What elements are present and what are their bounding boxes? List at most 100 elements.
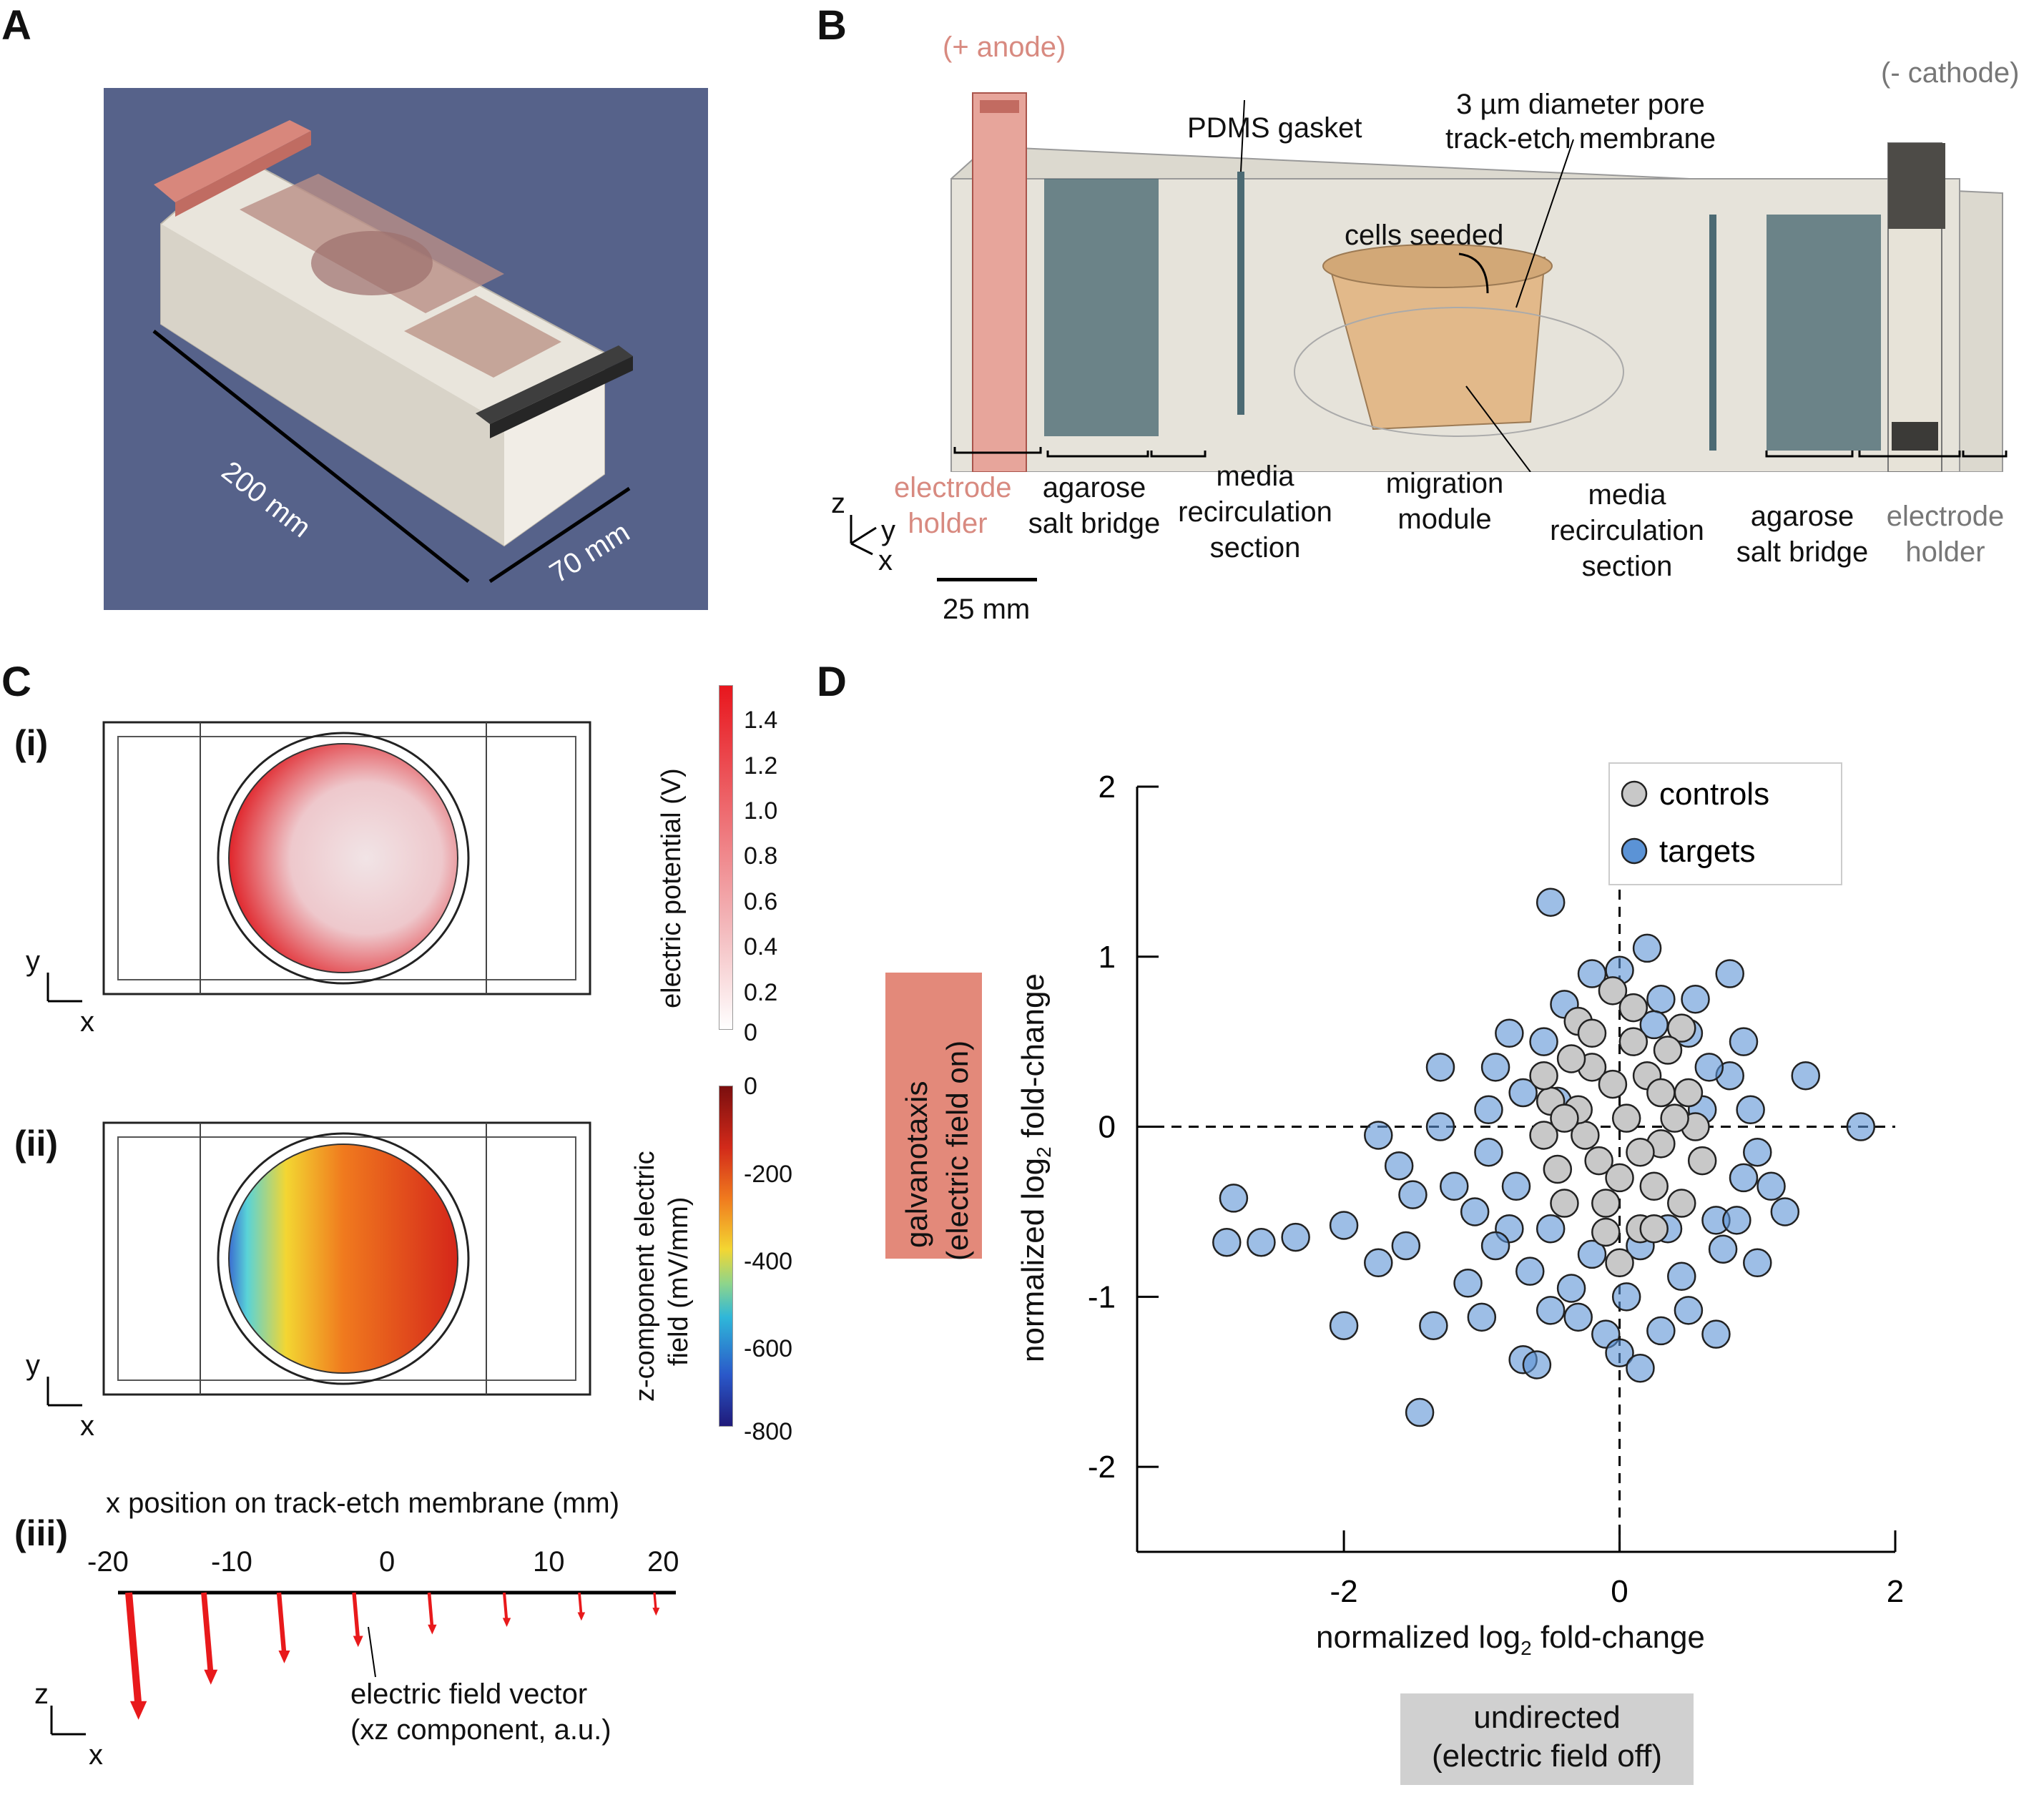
- b-axis-y: y: [881, 515, 895, 546]
- y-tick-label: 1: [1099, 940, 1116, 975]
- panel-d-letter: D: [817, 659, 847, 705]
- salt-bridge-right-l1: agarose: [1750, 501, 1854, 532]
- point-targets: [1398, 1180, 1428, 1209]
- point-targets: [1701, 1319, 1731, 1349]
- point-targets: [1522, 1350, 1552, 1379]
- point-targets: [1708, 1234, 1738, 1264]
- cbar1-tick-7: 0: [744, 1019, 757, 1046]
- point-controls: [1605, 1163, 1634, 1193]
- point-targets: [1515, 1256, 1545, 1286]
- point-controls: [1591, 1189, 1621, 1218]
- point-targets: [1681, 984, 1710, 1014]
- point-targets: [1694, 1053, 1724, 1082]
- point-targets: [1743, 1137, 1772, 1167]
- electrode-holder-left-l2: holder: [908, 508, 988, 539]
- point-targets: [1736, 1095, 1765, 1125]
- point-controls: [1611, 1103, 1641, 1133]
- point-targets: [1364, 1248, 1393, 1278]
- vector-label-line1: electric field vector: [350, 1678, 588, 1710]
- ylabel-box: [885, 973, 982, 1259]
- point-controls: [1529, 1061, 1558, 1091]
- field-vector-arrow: [502, 1592, 511, 1628]
- y-tick-label: -1: [1088, 1279, 1116, 1314]
- field-vector-arrow: [201, 1592, 218, 1685]
- potential-map: [102, 721, 591, 995]
- point-targets: [1419, 1311, 1448, 1341]
- cbar1-tick-6: 0.2: [744, 979, 778, 1006]
- cbar2-tick-0: 0: [744, 1073, 757, 1100]
- point-controls: [1618, 1027, 1649, 1056]
- point-targets: [1391, 1231, 1421, 1261]
- point-targets: [1467, 1302, 1497, 1332]
- point-targets: [1846, 1112, 1876, 1141]
- axes-icon-c-i: [46, 973, 82, 1003]
- c-iii-tick-3: 10: [533, 1546, 565, 1578]
- point-targets: [1329, 1211, 1359, 1240]
- point-controls: [1598, 976, 1628, 1005]
- point-targets: [1536, 887, 1566, 917]
- b-axis-x: x: [878, 545, 893, 576]
- ylabel-box-line2: (electric field on): [940, 1040, 974, 1261]
- cbar2-tick-2: -400: [744, 1248, 793, 1275]
- point-controls: [1556, 1044, 1586, 1073]
- point-targets: [1563, 1302, 1593, 1332]
- d-xlabel-main: normalized log: [1316, 1620, 1521, 1655]
- point-targets: [1529, 1027, 1558, 1056]
- point-targets: [1611, 1282, 1641, 1312]
- field-vector-arrow: [352, 1592, 363, 1648]
- point-targets: [1480, 1053, 1510, 1082]
- media-right-l1: media: [1588, 479, 1666, 511]
- axes-icon-b: [850, 515, 877, 556]
- y-tick-label: 2: [1099, 769, 1116, 805]
- cbar1-tick-1: 1.2: [744, 752, 778, 779]
- b-axis-z: z: [831, 488, 845, 519]
- point-targets: [1577, 1239, 1607, 1269]
- media-right-l3: section: [1581, 551, 1673, 582]
- media-right-l2: recirculation: [1550, 515, 1704, 546]
- legend-marker-controls: [1621, 780, 1648, 807]
- legend-label-controls: controls: [1659, 777, 1769, 812]
- c-ii-axis-y: y: [26, 1349, 40, 1381]
- point-targets: [1384, 1151, 1414, 1181]
- salt-bridge-left-l1: agarose: [1042, 472, 1146, 503]
- point-controls: [1618, 993, 1649, 1023]
- x-tick-label: -2: [1330, 1574, 1358, 1609]
- panel-a-letter: A: [1, 2, 31, 49]
- field-vector-arrow: [276, 1592, 290, 1663]
- cbar1-tick-4: 0.6: [744, 888, 778, 915]
- point-targets: [1425, 1112, 1455, 1141]
- point-targets: [1281, 1222, 1310, 1252]
- panel-c-letter: C: [1, 659, 31, 705]
- field-vector-arrow: [427, 1592, 437, 1635]
- potential-colorbar: [719, 685, 733, 1030]
- point-targets: [1247, 1227, 1276, 1257]
- point-targets: [1729, 1163, 1759, 1193]
- c-iii-tick-2: 0: [379, 1546, 395, 1578]
- cbar1-tick-0: 1.4: [744, 707, 778, 734]
- membrane-label-line1: 3 µm diameter pore: [1456, 89, 1705, 120]
- c-iii-tick-1: -10: [211, 1546, 252, 1578]
- point-targets: [1501, 1171, 1531, 1201]
- electrode-holder-right-l2: holder: [1905, 536, 1985, 568]
- field-vector-arrow: [577, 1592, 586, 1621]
- media-left-l2: recirculation: [1178, 496, 1332, 528]
- media-left-l1: media: [1216, 461, 1294, 492]
- device-cross-section-diagram: [950, 92, 2008, 472]
- c-iii-axis-x: x: [89, 1739, 103, 1771]
- point-targets: [1536, 1296, 1566, 1325]
- point-targets: [1646, 984, 1676, 1014]
- c-i-label: (i): [14, 723, 49, 763]
- x-tick-label: 0: [1611, 1574, 1628, 1609]
- point-targets: [1536, 1214, 1566, 1244]
- point-targets: [1743, 1248, 1772, 1278]
- c-iii-tick-0: -20: [87, 1546, 129, 1578]
- cbar2-tick-4: -800: [744, 1418, 793, 1445]
- migration-module-l2: module: [1397, 503, 1492, 535]
- scatter-plot: 2 1 0 -1 -2 -2 0 2 controls targets: [1088, 762, 1904, 1609]
- point-controls: [1626, 1137, 1655, 1167]
- point-controls: [1639, 1171, 1669, 1201]
- y-tick-label: 0: [1099, 1110, 1116, 1145]
- point-targets: [1212, 1227, 1242, 1257]
- vector-label-line2: (xz component, a.u.): [350, 1714, 611, 1746]
- legend-marker-targets: [1621, 837, 1648, 865]
